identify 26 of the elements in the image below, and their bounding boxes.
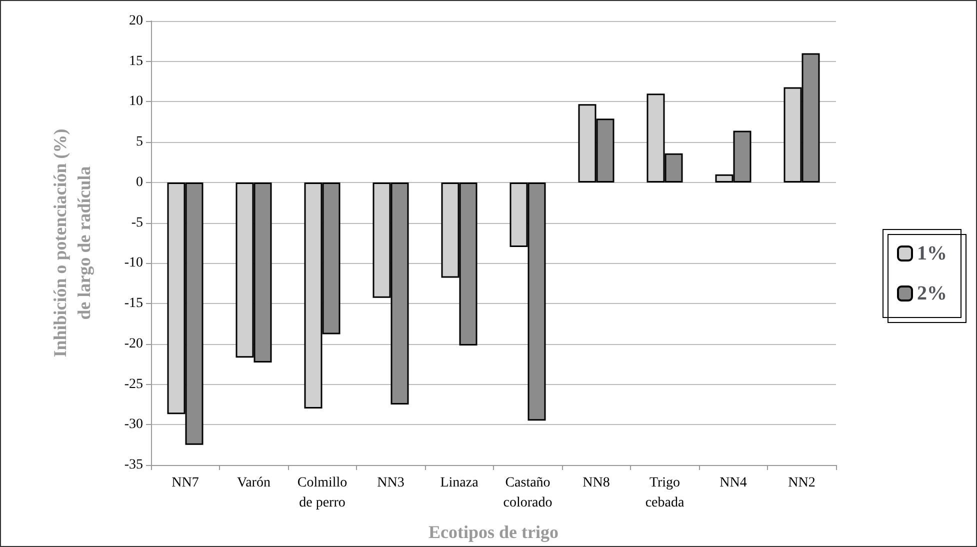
x-tick-label: Varón <box>237 476 270 490</box>
y-tick-label: 5 <box>136 134 143 150</box>
x-tick-label: NN7 <box>172 476 199 490</box>
y-tick-label: 0 <box>136 174 143 190</box>
y-tick-label: -5 <box>131 215 143 230</box>
y-tick-label: -20 <box>124 336 143 352</box>
y-tick-label: -10 <box>124 256 143 271</box>
y-tick-label: 10 <box>129 94 143 110</box>
y-tick-label: -35 <box>124 458 143 472</box>
y-axis-title: Inhibición o potenciación (%) de largo de radícula <box>50 128 94 358</box>
y-tick-label: -25 <box>124 376 143 392</box>
x-tick-label: NN8 <box>582 476 610 490</box>
x-tick-label: NN4 <box>720 476 747 490</box>
x-tick-label: NN3 <box>377 476 404 490</box>
y-tick-label: -15 <box>124 296 143 312</box>
x-tick-label: NN2 <box>788 476 816 490</box>
y-tick-label: 20 <box>129 14 143 28</box>
x-tick-label: Trigo cebada <box>645 476 685 510</box>
y-tick-label: 15 <box>129 54 143 69</box>
x-axis-title: Ecotipos de trigo <box>428 522 558 542</box>
y-tick-label: -30 <box>124 417 143 432</box>
x-tick-label: Linaza <box>440 476 480 490</box>
legend-label: 1% <box>917 242 947 264</box>
x-tick-label: Castaño colorado <box>503 476 552 510</box>
legend-label: 2% <box>917 282 947 304</box>
x-tick-label: Colmillo de perro <box>297 476 348 510</box>
